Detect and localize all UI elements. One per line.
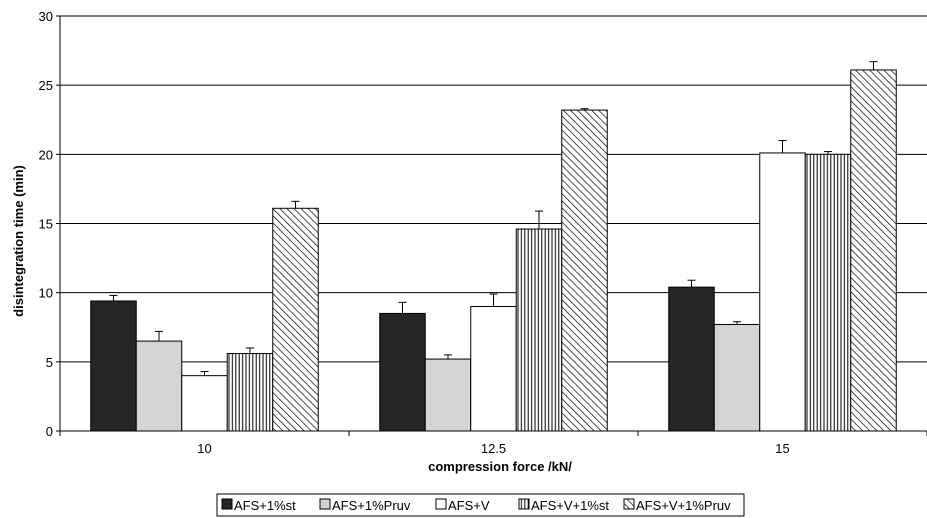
bar — [135, 340, 183, 432]
legend-label: AFS+V+1%st — [531, 498, 609, 513]
bar — [226, 353, 274, 432]
bar — [424, 358, 472, 432]
bar — [713, 323, 761, 432]
legend-label: AFS+V+1%Pruv — [636, 498, 731, 513]
bar — [90, 300, 137, 432]
bar — [470, 306, 517, 432]
legend-box — [216, 493, 745, 517]
tick-labels: 0 5 10 15 20 25 30 10 12.5 15 — [39, 9, 790, 456]
bar — [515, 228, 563, 432]
legend-swatch — [518, 498, 530, 510]
x-tick-label: 12.5 — [481, 441, 506, 456]
bar — [759, 152, 806, 432]
x-tick-label: 10 — [197, 441, 211, 456]
legend-swatch — [435, 498, 447, 510]
bar — [668, 286, 715, 432]
bar — [850, 69, 897, 432]
y-tick-label: 25 — [39, 78, 53, 93]
x-tick-label: 15 — [775, 441, 789, 456]
y-tick-label: 5 — [46, 355, 53, 370]
legend-label: AFS+1%st — [234, 498, 296, 513]
legend-swatch — [319, 498, 331, 510]
y-tick-label: 30 — [39, 9, 53, 24]
y-axis-title: disintegration time (min) — [11, 165, 26, 317]
bars — [90, 61, 897, 432]
bar — [272, 207, 319, 432]
y-tick-label: 15 — [39, 217, 53, 232]
bar — [561, 109, 608, 432]
bar — [181, 375, 228, 432]
legend-swatch — [623, 498, 635, 510]
bar — [379, 312, 426, 432]
x-axis-title: compression force /kN/ — [428, 459, 572, 474]
y-tick-label: 0 — [46, 424, 53, 439]
bar — [804, 153, 852, 432]
legend-swatch — [221, 498, 233, 510]
y-tick-label: 20 — [39, 147, 53, 162]
legend-label: AFS+1%Pruv — [332, 498, 411, 513]
y-tick-label: 10 — [39, 286, 53, 301]
legend-label: AFS+V — [448, 498, 490, 513]
legend: AFS+1%st AFS+1%Pruv AFS+V AFS+V+1%st AFS+V+1… — [216, 493, 745, 517]
axes — [56, 15, 927, 436]
